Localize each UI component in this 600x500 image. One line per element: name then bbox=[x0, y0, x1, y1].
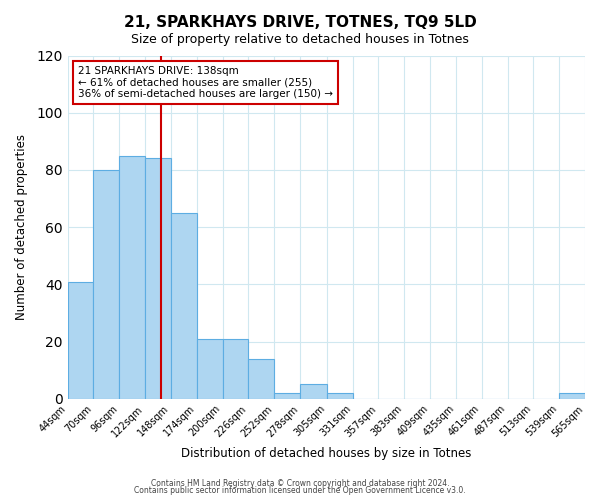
Text: 21 SPARKHAYS DRIVE: 138sqm
← 61% of detached houses are smaller (255)
36% of sem: 21 SPARKHAYS DRIVE: 138sqm ← 61% of deta… bbox=[78, 66, 333, 99]
Bar bbox=[248, 359, 274, 399]
Bar bbox=[223, 338, 248, 399]
Bar bbox=[300, 384, 327, 399]
Text: Contains public sector information licensed under the Open Government Licence v3: Contains public sector information licen… bbox=[134, 486, 466, 495]
X-axis label: Distribution of detached houses by size in Totnes: Distribution of detached houses by size … bbox=[181, 447, 472, 460]
Bar bbox=[274, 393, 300, 399]
Text: Contains HM Land Registry data © Crown copyright and database right 2024.: Contains HM Land Registry data © Crown c… bbox=[151, 478, 449, 488]
Text: 21, SPARKHAYS DRIVE, TOTNES, TQ9 5LD: 21, SPARKHAYS DRIVE, TOTNES, TQ9 5LD bbox=[124, 15, 476, 30]
Text: Size of property relative to detached houses in Totnes: Size of property relative to detached ho… bbox=[131, 32, 469, 46]
Bar bbox=[559, 393, 585, 399]
Bar bbox=[171, 213, 197, 399]
Bar bbox=[145, 158, 171, 399]
Bar bbox=[197, 338, 223, 399]
Bar bbox=[119, 156, 145, 399]
Bar bbox=[68, 282, 94, 399]
Bar bbox=[94, 170, 119, 399]
Bar bbox=[327, 393, 353, 399]
Y-axis label: Number of detached properties: Number of detached properties bbox=[15, 134, 28, 320]
